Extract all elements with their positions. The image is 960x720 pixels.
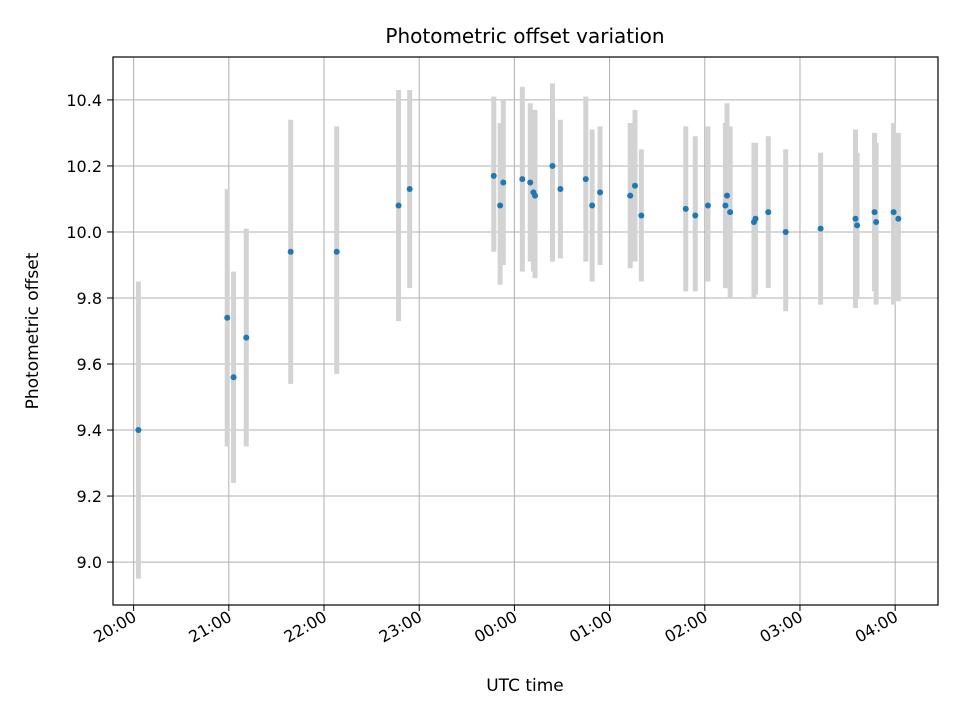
data-point (873, 219, 880, 226)
data-point (727, 209, 734, 216)
y-tick-label: 9.8 (77, 289, 102, 308)
data-point (722, 202, 729, 209)
y-tick-label: 9.0 (77, 553, 102, 572)
data-point (406, 186, 413, 193)
data-point (631, 182, 638, 189)
data-point (752, 215, 759, 222)
data-point (692, 212, 699, 219)
y-tick-label: 9.2 (77, 487, 102, 506)
plot-area-frame (112, 56, 939, 606)
data-point (704, 202, 711, 209)
data-point (589, 202, 596, 209)
data-point (519, 176, 526, 183)
data-point (782, 228, 789, 235)
grid (113, 57, 938, 605)
y-axis: 9.0 9.2 9.4 9.6 9.8 10.0 10.2 10.4 (66, 91, 113, 572)
y-tick-label: 10.4 (66, 91, 102, 110)
data-point (682, 205, 689, 212)
data-point (287, 248, 294, 255)
data-point (638, 212, 645, 219)
data-point (230, 374, 237, 381)
y-tick-label: 10.0 (66, 223, 102, 242)
y-tick-label: 10.2 (66, 157, 102, 176)
data-point (532, 192, 539, 199)
data-point (627, 192, 634, 199)
data-point (135, 427, 142, 434)
x-axis-label: UTC time (486, 676, 564, 696)
data-point (549, 162, 556, 169)
data-point (852, 215, 859, 222)
y-axis-label: Photometric offset (23, 252, 43, 409)
data-point (224, 314, 231, 321)
data-point (817, 225, 824, 232)
data-point (765, 209, 772, 216)
data-point (871, 209, 878, 216)
data-point (582, 176, 589, 183)
data-point (243, 334, 250, 341)
data-point (395, 202, 402, 209)
data-points (135, 162, 902, 434)
data-point (527, 179, 534, 186)
data-point (333, 248, 340, 255)
data-point (497, 202, 504, 209)
data-point (890, 209, 897, 216)
chart-title: Photometric offset variation (385, 24, 664, 48)
y-tick-label: 9.6 (77, 355, 102, 374)
data-point (723, 192, 730, 199)
data-point (597, 189, 604, 196)
data-point (854, 222, 861, 229)
data-point (490, 172, 497, 179)
data-point (500, 179, 507, 186)
data-point (895, 215, 902, 222)
data-point (557, 186, 564, 193)
y-tick-label: 9.4 (77, 421, 102, 440)
